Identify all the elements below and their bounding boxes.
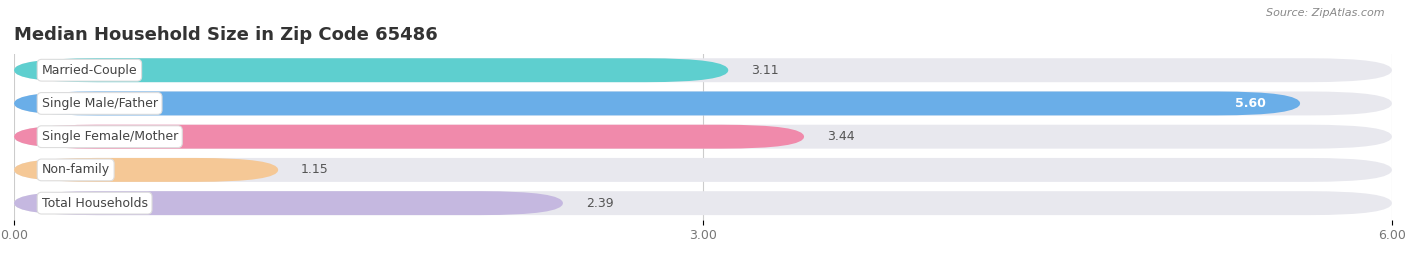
Text: 5.60: 5.60 xyxy=(1234,97,1265,110)
FancyBboxPatch shape xyxy=(14,125,1392,149)
Text: Non-family: Non-family xyxy=(42,163,110,176)
Text: Total Households: Total Households xyxy=(42,197,148,210)
FancyBboxPatch shape xyxy=(14,91,1301,116)
FancyBboxPatch shape xyxy=(14,58,1392,82)
FancyBboxPatch shape xyxy=(14,58,728,82)
Text: Single Male/Father: Single Male/Father xyxy=(42,97,157,110)
FancyBboxPatch shape xyxy=(14,158,278,182)
FancyBboxPatch shape xyxy=(14,125,804,149)
Text: 3.44: 3.44 xyxy=(827,130,855,143)
FancyBboxPatch shape xyxy=(14,191,1392,215)
Text: Married-Couple: Married-Couple xyxy=(42,64,138,77)
Text: Median Household Size in Zip Code 65486: Median Household Size in Zip Code 65486 xyxy=(14,26,437,44)
Text: 1.15: 1.15 xyxy=(301,163,329,176)
Text: Source: ZipAtlas.com: Source: ZipAtlas.com xyxy=(1267,8,1385,18)
Text: 2.39: 2.39 xyxy=(586,197,613,210)
FancyBboxPatch shape xyxy=(14,191,562,215)
Text: 3.11: 3.11 xyxy=(751,64,779,77)
Text: Single Female/Mother: Single Female/Mother xyxy=(42,130,179,143)
FancyBboxPatch shape xyxy=(14,91,1392,116)
FancyBboxPatch shape xyxy=(14,158,1392,182)
